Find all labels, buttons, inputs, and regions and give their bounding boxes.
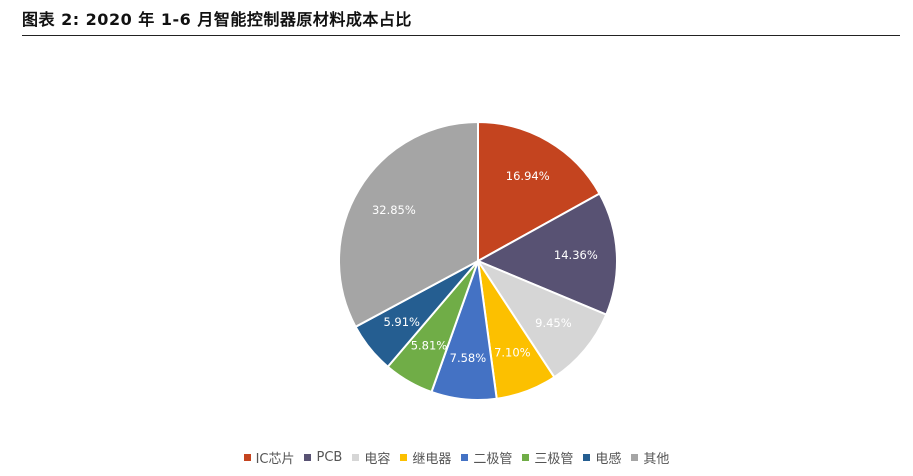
legend-item: 二极管 [461, 448, 512, 467]
slice-data-label: 9.45% [535, 316, 572, 330]
slice-data-label: 14.36% [554, 248, 598, 262]
legend-swatch [583, 454, 591, 461]
legend-label: 电感 [595, 452, 622, 467]
title-divider [22, 35, 900, 36]
slice-data-label: 5.91% [383, 315, 420, 329]
slice-data-label: 7.58% [450, 351, 487, 365]
pie-slice [338, 120, 479, 329]
slice-data-label: 7.10% [494, 345, 531, 359]
legend-item: 电容 [352, 448, 390, 467]
legend-item: 电感 [583, 448, 621, 467]
legend-item: 其他 [631, 448, 669, 467]
legend-label: PCB [316, 450, 343, 465]
pie-slice [475, 258, 608, 379]
pie-slice [475, 192, 618, 316]
pie-chart: 16.94% 14.36% 9.45% 7.10% 7.58%5.81% 5.91% 32.… [338, 120, 618, 401]
legend-item: 继电器 [400, 448, 451, 467]
legend-swatch [631, 454, 639, 461]
legend-label: 二极管 [473, 452, 513, 467]
pie-slice [477, 120, 601, 263]
legend-label: 其他 [643, 452, 670, 467]
legend-label: IC芯片 [255, 452, 295, 467]
legend-item: 三极管 [522, 448, 573, 467]
legend-label: 继电器 [412, 452, 452, 467]
slice-data-label: 16.94% [506, 169, 550, 183]
legend-item: IC芯片 [243, 448, 295, 467]
legend-swatch [352, 454, 360, 461]
legend-label: 三极管 [534, 452, 574, 467]
legend-swatch [400, 454, 408, 461]
legend-swatch [461, 454, 469, 461]
legend-swatch [304, 454, 312, 461]
slice-data-label: 5.81% [411, 338, 448, 352]
legend-swatch [522, 454, 530, 461]
legend-item: PCB [304, 450, 342, 465]
legend-label: 电容 [364, 452, 391, 467]
chart-legend: IC芯片 PCB 电容 继电器 二极管 三极管 电感 其他 [0, 448, 913, 467]
legend-swatch [243, 454, 251, 461]
figure-title: 图表 2: 2020 年 1-6 月智能控制器原材料成本占比 [22, 10, 412, 29]
slice-data-label: 32.85% [372, 203, 416, 217]
